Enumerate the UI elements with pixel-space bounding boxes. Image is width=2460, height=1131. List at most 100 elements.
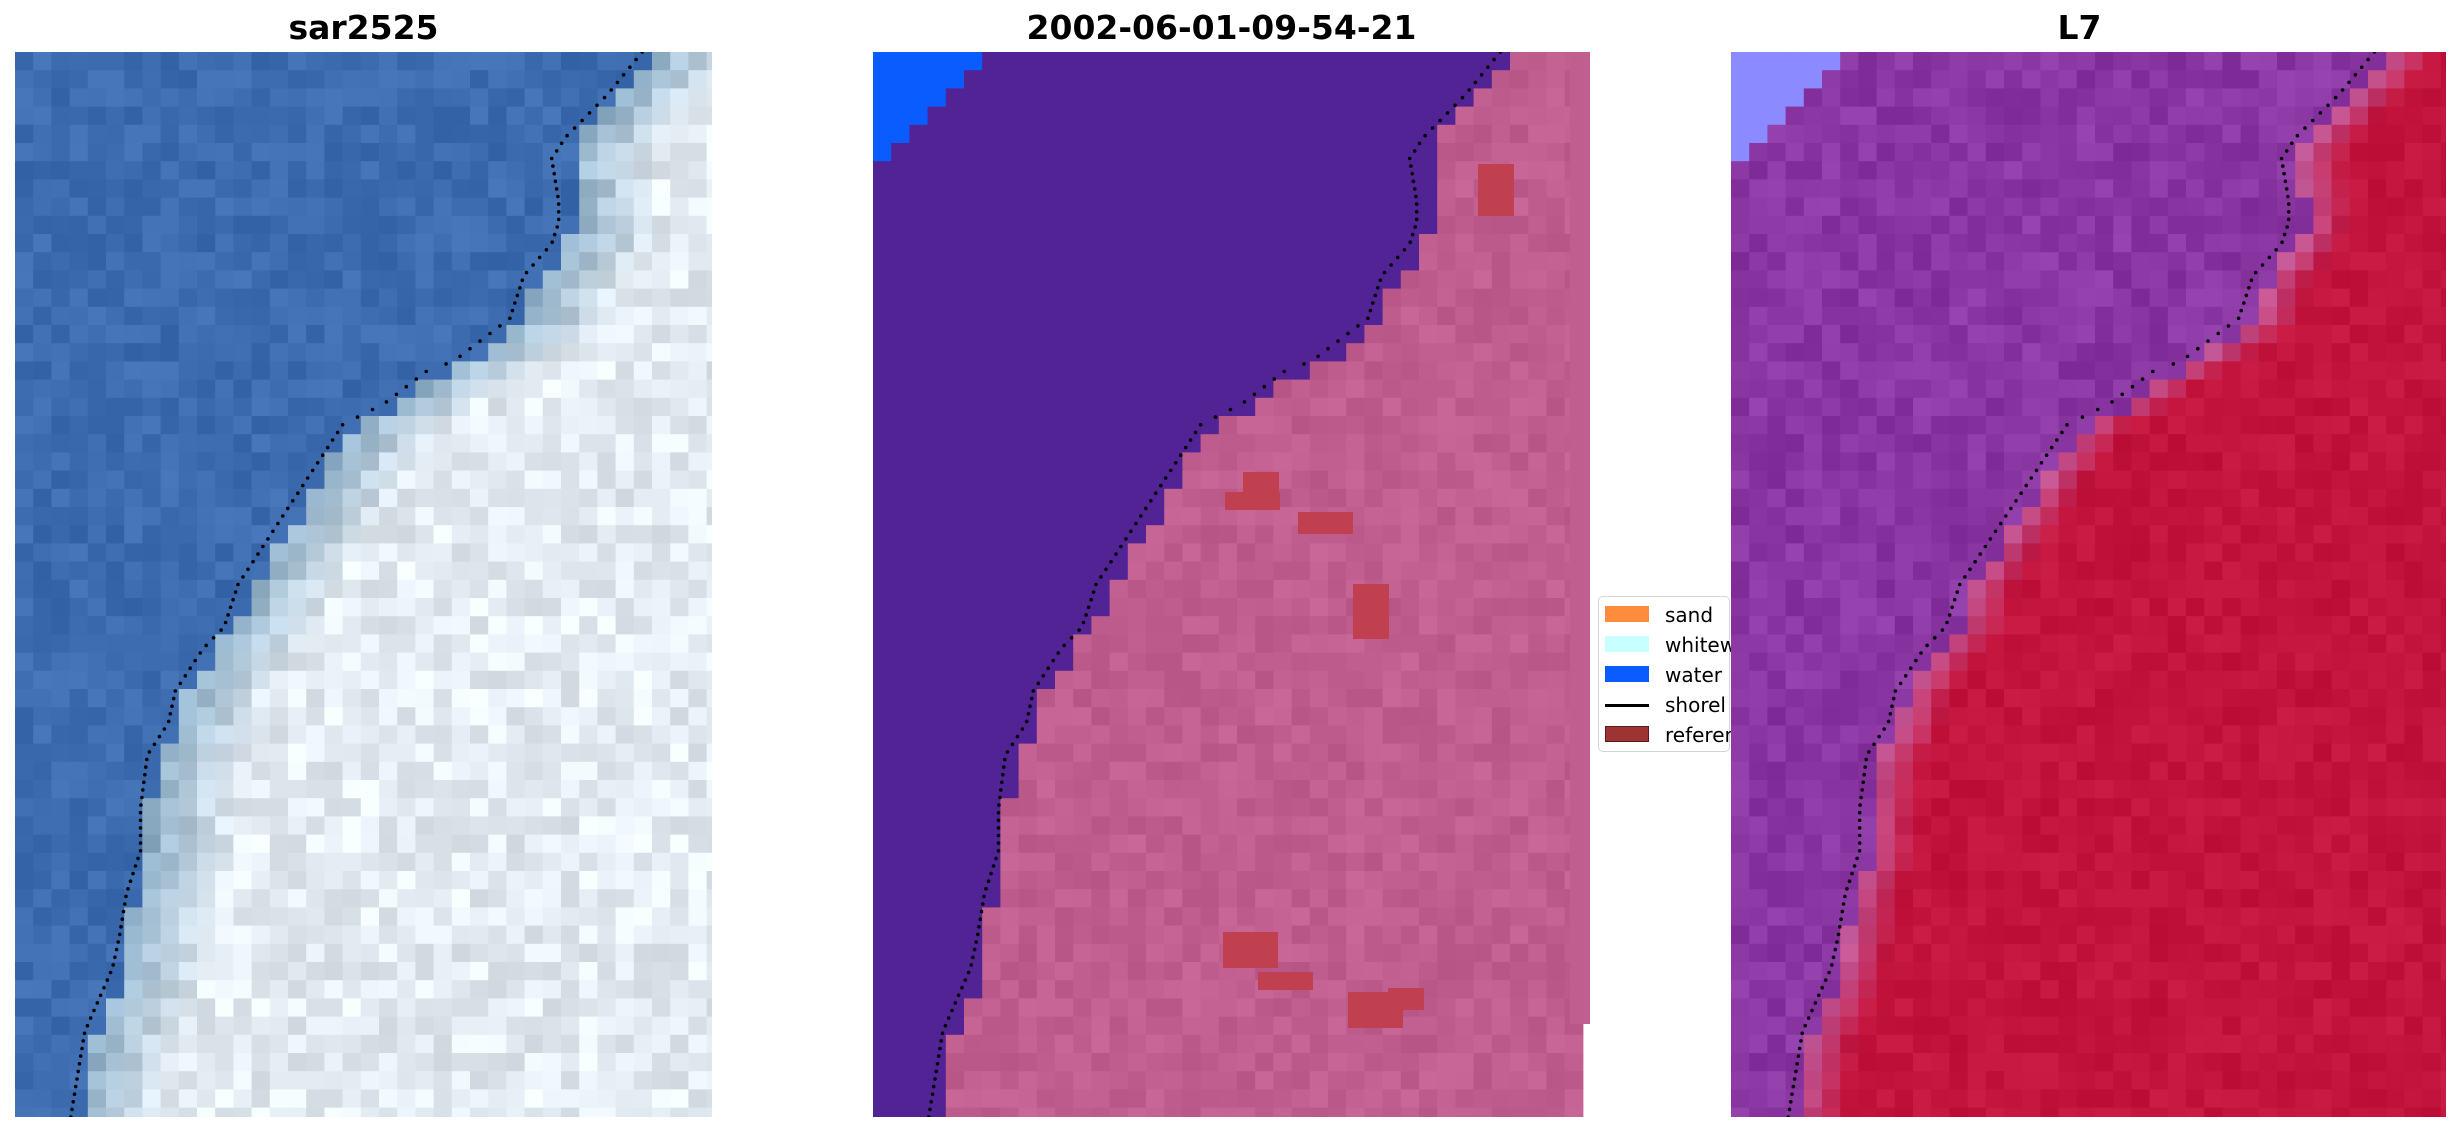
- raster-pixel: [579, 343, 598, 362]
- raster-pixel: [927, 1071, 947, 1090]
- raster-pixel: [524, 143, 544, 162]
- raster-pixel: [1876, 88, 1896, 108]
- raster-pixel: [1346, 397, 1365, 417]
- shoreline-dot: [315, 461, 320, 465]
- raster-pixel: [1291, 616, 1311, 635]
- raster-pixel: [1400, 689, 1420, 708]
- shoreline-dot: [556, 217, 561, 222]
- raster-pixel: [891, 689, 910, 708]
- raster-pixel: [579, 1034, 598, 1054]
- raster-pixel: [1000, 634, 1020, 654]
- raster-pixel: [1528, 1089, 1547, 1109]
- raster-pixel: [1931, 70, 1950, 89]
- raster-pixel: [1546, 161, 1566, 180]
- raster-pixel: [1018, 1053, 1038, 1072]
- shoreline-dot: [997, 803, 1001, 807]
- raster-pixel: [506, 252, 526, 271]
- raster-pixel: [1000, 561, 1020, 581]
- raster-pixel: [1200, 907, 1220, 927]
- raster-pixel: [197, 889, 216, 908]
- raster-pixel: [909, 1089, 929, 1109]
- raster-pixel: [1036, 816, 1056, 836]
- raster-pixel: [33, 488, 52, 508]
- raster-pixel: [1218, 252, 1238, 271]
- raster-pixel: [652, 470, 671, 490]
- raster-pixel: [1182, 1107, 1202, 1117]
- raster-pixel: [524, 270, 544, 290]
- raster-pixel: [1546, 197, 1566, 217]
- raster-pixel: [1255, 88, 1274, 108]
- raster-pixel: [1346, 1034, 1365, 1054]
- raster-pixel: [1346, 361, 1365, 381]
- raster-pixel: [178, 871, 198, 890]
- raster-pixel: [982, 306, 1001, 326]
- raster-pixel: [433, 707, 453, 726]
- raster-pixel: [670, 798, 689, 817]
- raster-pixel: [982, 616, 1001, 635]
- raster-pixel: [142, 1107, 162, 1117]
- raster-pixel: [1182, 543, 1202, 563]
- raster-pixel: [1109, 215, 1129, 235]
- raster-pixel: [1164, 689, 1183, 708]
- raster-pixel: [945, 1071, 965, 1090]
- raster-pixel: [1419, 434, 1438, 453]
- raster-pixel: [306, 834, 325, 854]
- raster-pixel: [488, 179, 507, 199]
- raster-pixel: [1419, 871, 1438, 890]
- raster-pixel: [288, 670, 307, 690]
- shoreline-dot: [116, 940, 120, 944]
- raster-pixel: [251, 470, 271, 490]
- raster-pixel: [324, 452, 344, 472]
- raster-pixel: [945, 670, 965, 690]
- raster-pixel: [1073, 270, 1092, 290]
- raster-pixel: [470, 925, 489, 945]
- raster-pixel: [1146, 1053, 1165, 1072]
- raster-pixel: [1109, 616, 1129, 635]
- raster-pixel: [964, 252, 983, 271]
- shoreline-dot: [1411, 179, 1416, 184]
- raster-pixel: [215, 634, 234, 654]
- raster-pixel: [706, 889, 712, 908]
- shoreline-dot: [1252, 392, 1257, 397]
- raster-pixel: [1182, 270, 1202, 290]
- raster-pixel: [1091, 1089, 1111, 1109]
- raster-pixel: [891, 325, 910, 344]
- raster-pixel: [1437, 780, 1456, 799]
- raster-pixel: [542, 143, 562, 162]
- raster-pixel: [1109, 361, 1129, 381]
- raster-pixel: [1546, 325, 1566, 344]
- raster-pixel: [891, 525, 910, 544]
- raster-pixel: [1218, 1053, 1238, 1072]
- raster-pixel: [1491, 561, 1511, 581]
- raster-pixel: [1437, 652, 1456, 672]
- raster-pixel: [1346, 1089, 1365, 1109]
- raster-pixel: [1000, 852, 1020, 872]
- raster-pixel: [1473, 488, 1493, 508]
- raster-pixel: [197, 980, 216, 999]
- raster-pixel: [1018, 761, 1038, 781]
- raster-pixel: [688, 361, 708, 381]
- raster-pixel: [964, 925, 983, 945]
- raster-pixel: [1419, 1053, 1438, 1072]
- raster-pixel: [178, 143, 198, 162]
- raster-pixel: [1109, 780, 1129, 799]
- raster-pixel: [1255, 561, 1274, 581]
- shoreline-dot: [1163, 476, 1168, 480]
- raster-pixel: [652, 1089, 671, 1109]
- raster-pixel: [379, 598, 398, 617]
- raster-pixel: [1018, 616, 1038, 635]
- raster-pixel: [1528, 306, 1547, 326]
- raster-pixel: [670, 252, 689, 271]
- raster-pixel: [909, 106, 929, 126]
- raster-pixel: [982, 124, 1001, 144]
- raster-pixel: [561, 1107, 580, 1117]
- raster-pixel: [1146, 507, 1165, 526]
- raster-pixel: [51, 452, 71, 472]
- raster-pixel: [269, 88, 289, 108]
- raster-pixel: [288, 507, 307, 526]
- raster-pixel: [506, 1034, 526, 1054]
- raster-pixel: [33, 143, 52, 162]
- shoreline-dot: [1423, 133, 1427, 138]
- raster-pixel: [1546, 70, 1566, 89]
- raster-pixel: [360, 1034, 380, 1054]
